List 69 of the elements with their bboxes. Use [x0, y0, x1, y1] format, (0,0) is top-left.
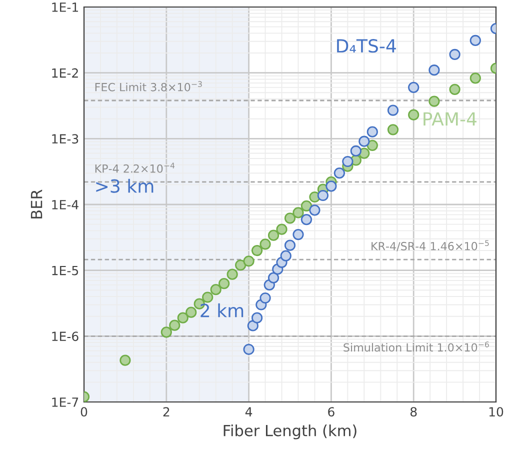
y-tick-label: 1E-4	[52, 200, 78, 210]
point	[317, 190, 329, 202]
point	[251, 312, 263, 324]
point	[309, 204, 320, 216]
point	[408, 82, 420, 93]
point	[218, 278, 230, 290]
point	[342, 156, 354, 168]
point	[428, 64, 440, 76]
x-tick-label: 6	[328, 407, 334, 417]
annotation: 2 km	[200, 303, 244, 318]
point	[186, 306, 197, 318]
point	[292, 228, 304, 240]
y-tick-label: 1E-1	[52, 2, 78, 12]
x-tick-label: 10	[489, 407, 504, 417]
point	[300, 214, 312, 226]
point	[169, 320, 180, 331]
ref-line-label: FEC Limit 3.8×10$^{−3}$	[95, 81, 202, 92]
point	[247, 320, 258, 332]
point	[177, 312, 188, 324]
point	[268, 272, 280, 284]
point	[251, 244, 263, 256]
point	[260, 292, 271, 304]
point	[366, 126, 378, 138]
x-tick-label: 4	[245, 407, 252, 416]
point	[300, 200, 312, 212]
y-tick-label: 1E-3	[52, 134, 78, 144]
x-axis-title: Fiber Length (km)	[224, 424, 356, 440]
series-label: D₄TS-4	[337, 39, 396, 53]
annotation: >3 km	[96, 178, 154, 193]
point	[284, 240, 296, 251]
point	[334, 168, 345, 179]
ref-line-label: KR-4/SR-4 1.46×10$^{−5}$	[372, 240, 489, 252]
point	[470, 72, 481, 84]
ref-line-label: KP-4 2.2×10$^{−4}$	[95, 162, 175, 173]
point	[387, 124, 399, 136]
point	[235, 260, 246, 271]
point	[449, 48, 460, 60]
point	[210, 284, 222, 296]
y-tick-label: 1E-5	[52, 266, 78, 276]
point	[284, 212, 296, 224]
point	[243, 256, 254, 267]
ref-line-label: Simulation Limit 1.0×10$^{−6}$	[344, 341, 489, 352]
point	[276, 224, 288, 235]
point	[202, 292, 214, 303]
point	[350, 145, 362, 157]
point	[387, 104, 399, 116]
point	[243, 344, 254, 355]
point	[470, 34, 481, 46]
y-tick-label: 1E-7	[52, 398, 78, 407]
series-label: PAM-4	[424, 112, 476, 126]
x-tick-label: 2	[163, 407, 170, 416]
point	[292, 207, 304, 218]
point	[260, 238, 271, 250]
point	[449, 84, 460, 95]
point	[160, 326, 172, 338]
y-tick-label: 1E-6	[52, 332, 78, 342]
x-tick-label: 0	[80, 407, 88, 417]
point	[358, 136, 370, 147]
y-tick-label: 1E-2	[52, 68, 78, 78]
x-tick-label: 8	[410, 407, 417, 417]
y-axis-title: BER	[30, 190, 42, 218]
point	[268, 230, 280, 241]
point	[326, 180, 337, 192]
point	[226, 268, 238, 280]
point	[120, 354, 131, 366]
point	[366, 140, 378, 151]
point	[428, 96, 440, 107]
point	[280, 250, 292, 262]
point	[408, 109, 420, 120]
